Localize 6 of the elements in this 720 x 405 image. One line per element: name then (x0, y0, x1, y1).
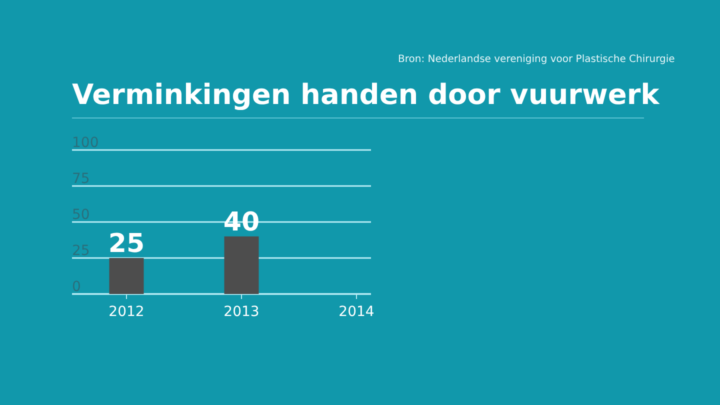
data-label: 25 (108, 229, 145, 259)
text: Bron: Nederlandse vereniging voor Plastische Chirurgie (398, 54, 675, 65)
x-tick-label: 2014 (338, 304, 374, 320)
chart-title: Verminkingen handen door vuurwerk (72, 78, 661, 111)
x-tick-label: 2013 (224, 304, 260, 320)
x-tick-label: 2012 (108, 304, 144, 320)
